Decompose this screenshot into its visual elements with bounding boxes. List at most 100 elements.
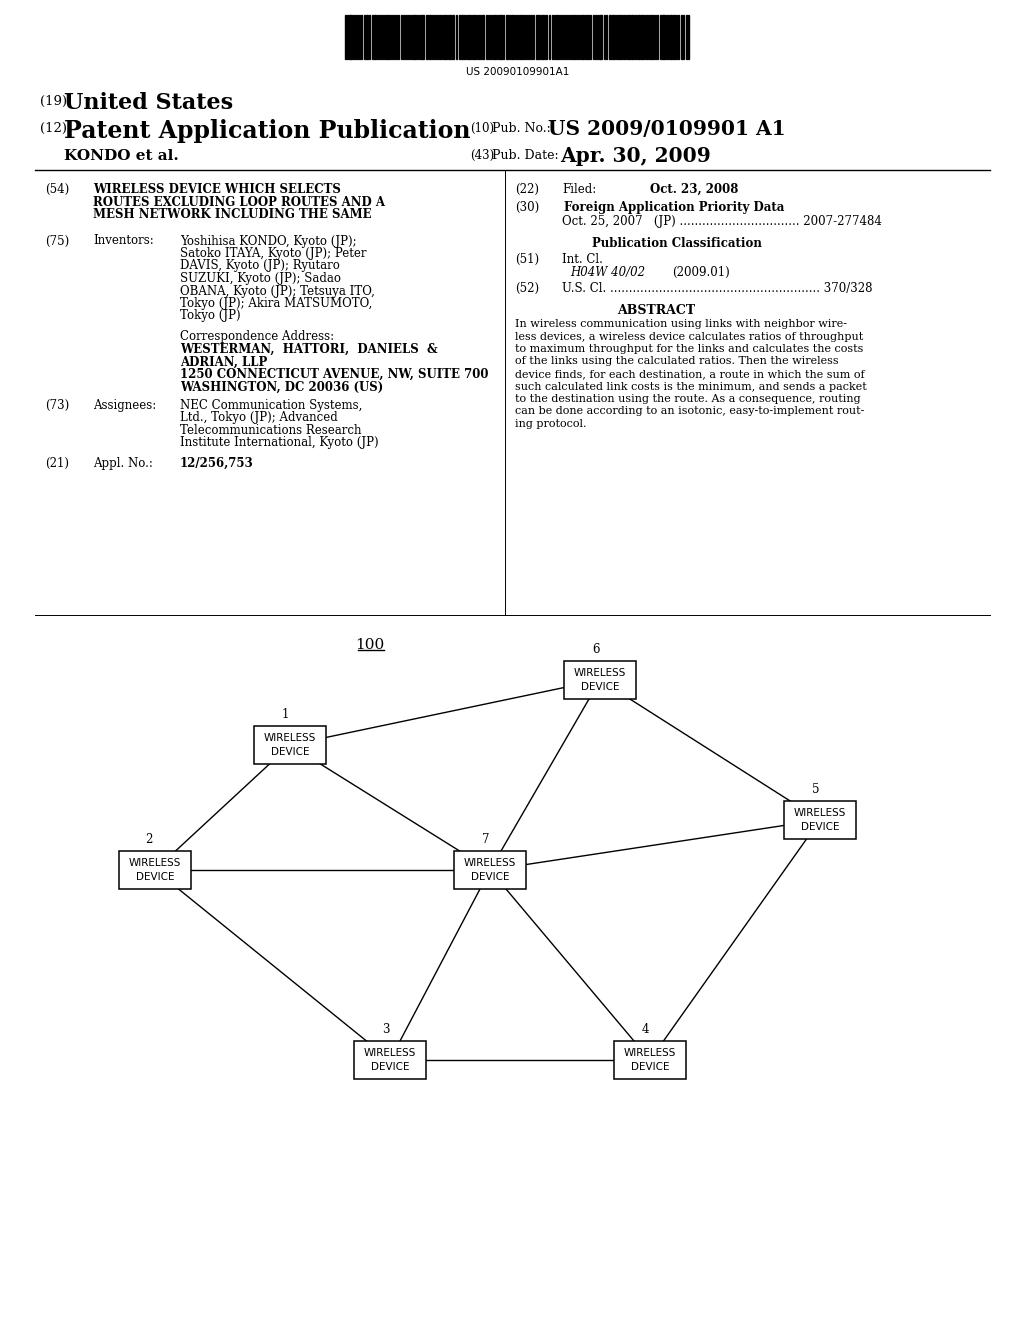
Bar <box>542 15 544 59</box>
Bar <box>638 15 640 59</box>
Bar <box>520 15 522 59</box>
Text: Pub. No.:: Pub. No.: <box>492 121 551 135</box>
Text: to maximum throughput for the links and calculates the costs: to maximum throughput for the links and … <box>515 345 863 354</box>
Text: Institute International, Kyoto (JP): Institute International, Kyoto (JP) <box>180 436 379 449</box>
Text: (21): (21) <box>45 457 69 470</box>
Bar <box>511 15 513 59</box>
Text: WIRELESS
DEVICE: WIRELESS DEVICE <box>573 668 627 692</box>
Text: Publication Classification: Publication Classification <box>592 238 762 249</box>
Text: WIRELESS
DEVICE: WIRELESS DEVICE <box>464 858 516 882</box>
Text: Filed:: Filed: <box>562 183 596 195</box>
Text: Yoshihisa KONDO, Kyoto (JP);: Yoshihisa KONDO, Kyoto (JP); <box>180 235 356 248</box>
Bar <box>461 15 463 59</box>
Text: Inventors:: Inventors: <box>93 235 154 248</box>
Text: Tokyo (JP): Tokyo (JP) <box>180 309 241 322</box>
Text: Apr. 30, 2009: Apr. 30, 2009 <box>560 147 711 166</box>
Bar <box>254 726 326 764</box>
Text: NEC Communication Systems,: NEC Communication Systems, <box>180 399 362 412</box>
Bar <box>421 15 424 59</box>
Text: WIRELESS
DEVICE: WIRELESS DEVICE <box>264 734 316 756</box>
Text: ABSTRACT: ABSTRACT <box>617 304 695 317</box>
Bar <box>599 15 602 59</box>
Bar <box>545 15 547 59</box>
Bar <box>413 15 416 59</box>
Bar <box>564 661 636 700</box>
Bar <box>573 15 575 59</box>
Text: 4: 4 <box>642 1023 649 1036</box>
Text: (51): (51) <box>515 253 539 267</box>
Bar <box>618 15 621 59</box>
Bar <box>631 15 633 59</box>
Text: SUZUKI, Kyoto (JP); Sadao: SUZUKI, Kyoto (JP); Sadao <box>180 272 341 285</box>
Text: of the links using the calculated ratios. Then the wireless: of the links using the calculated ratios… <box>515 356 839 367</box>
Text: ing protocol.: ing protocol. <box>515 418 587 429</box>
Text: WASHINGTON, DC 20036 (US): WASHINGTON, DC 20036 (US) <box>180 380 383 393</box>
Bar <box>374 15 376 59</box>
Bar <box>426 15 428 59</box>
Bar <box>499 15 502 59</box>
Text: ADRIAN, LLP: ADRIAN, LLP <box>180 355 267 368</box>
Text: WIRELESS
DEVICE: WIRELESS DEVICE <box>364 1048 416 1072</box>
Bar <box>468 15 470 59</box>
Text: Pub. Date:: Pub. Date: <box>492 149 559 162</box>
Text: OBANA, Kyoto (JP); Tetsuya ITO,: OBANA, Kyoto (JP); Tetsuya ITO, <box>180 285 375 297</box>
Text: H04W 40/02: H04W 40/02 <box>570 267 645 279</box>
Text: 12/256,753: 12/256,753 <box>180 457 254 470</box>
Text: US 20090109901A1: US 20090109901A1 <box>466 67 569 77</box>
Text: (12): (12) <box>40 121 67 135</box>
Text: device finds, for each destination, a route in which the sum of: device finds, for each destination, a ro… <box>515 370 864 379</box>
Text: Patent Application Publication: Patent Application Publication <box>63 119 470 143</box>
Bar <box>670 15 672 59</box>
Text: WIRELESS
DEVICE: WIRELESS DEVICE <box>129 858 181 882</box>
Text: MESH NETWORK INCLUDING THE SAME: MESH NETWORK INCLUDING THE SAME <box>93 209 372 220</box>
Text: Telecommunications Research: Telecommunications Research <box>180 424 361 437</box>
Text: (75): (75) <box>45 235 70 248</box>
Text: (43): (43) <box>470 149 495 162</box>
Text: Tokyo (JP); Akira MATSUMOTO,: Tokyo (JP); Akira MATSUMOTO, <box>180 297 373 310</box>
Text: WESTERMAN,  HATTORI,  DANIELS  &: WESTERMAN, HATTORI, DANIELS & <box>180 343 437 356</box>
Text: Ltd., Tokyo (JP); Advanced: Ltd., Tokyo (JP); Advanced <box>180 411 338 424</box>
Text: less devices, a wireless device calculates ratios of throughput: less devices, a wireless device calculat… <box>515 331 863 342</box>
Bar <box>582 15 584 59</box>
Bar <box>556 15 558 59</box>
Bar <box>444 15 446 59</box>
Bar <box>662 15 665 59</box>
Text: (2009.01): (2009.01) <box>672 267 730 279</box>
Bar <box>387 15 389 59</box>
Text: Oct. 23, 2008: Oct. 23, 2008 <box>650 183 738 195</box>
Bar <box>349 15 352 59</box>
Text: WIRELESS DEVICE WHICH SELECTS: WIRELESS DEVICE WHICH SELECTS <box>93 183 341 195</box>
Text: (10): (10) <box>470 121 495 135</box>
Bar <box>473 15 475 59</box>
Text: Satoko ITAYA, Kyoto (JP); Peter: Satoko ITAYA, Kyoto (JP); Peter <box>180 247 367 260</box>
Text: Assignees:: Assignees: <box>93 399 157 412</box>
Text: WIRELESS
DEVICE: WIRELESS DEVICE <box>624 1048 676 1072</box>
Text: 2: 2 <box>145 833 153 846</box>
Bar <box>119 851 191 888</box>
Text: (73): (73) <box>45 399 70 412</box>
Bar <box>614 1041 686 1078</box>
Text: KONDO et al.: KONDO et al. <box>63 149 179 162</box>
Text: U.S. Cl. ........................................................ 370/328: U.S. Cl. ...............................… <box>562 282 872 294</box>
Text: ROUTES EXCLUDING LOOP ROUTES AND A: ROUTES EXCLUDING LOOP ROUTES AND A <box>93 195 385 209</box>
Bar <box>628 15 630 59</box>
Bar <box>609 15 611 59</box>
Text: 5: 5 <box>812 783 819 796</box>
Bar <box>354 1041 426 1078</box>
Bar <box>784 801 856 840</box>
Bar <box>482 15 484 59</box>
Bar <box>650 15 652 59</box>
Bar <box>612 15 614 59</box>
Text: 6: 6 <box>592 643 599 656</box>
Text: Int. Cl.: Int. Cl. <box>562 253 603 267</box>
Text: (54): (54) <box>45 183 70 195</box>
Text: Foreign Application Priority Data: Foreign Application Priority Data <box>564 201 784 214</box>
Text: (19): (19) <box>40 95 68 108</box>
Bar <box>587 15 589 59</box>
Bar <box>429 15 431 59</box>
Bar <box>673 15 675 59</box>
Text: US 2009/0109901 A1: US 2009/0109901 A1 <box>548 119 785 139</box>
Text: (30): (30) <box>515 201 540 214</box>
Text: WIRELESS
DEVICE: WIRELESS DEVICE <box>794 808 846 832</box>
Bar <box>454 851 526 888</box>
